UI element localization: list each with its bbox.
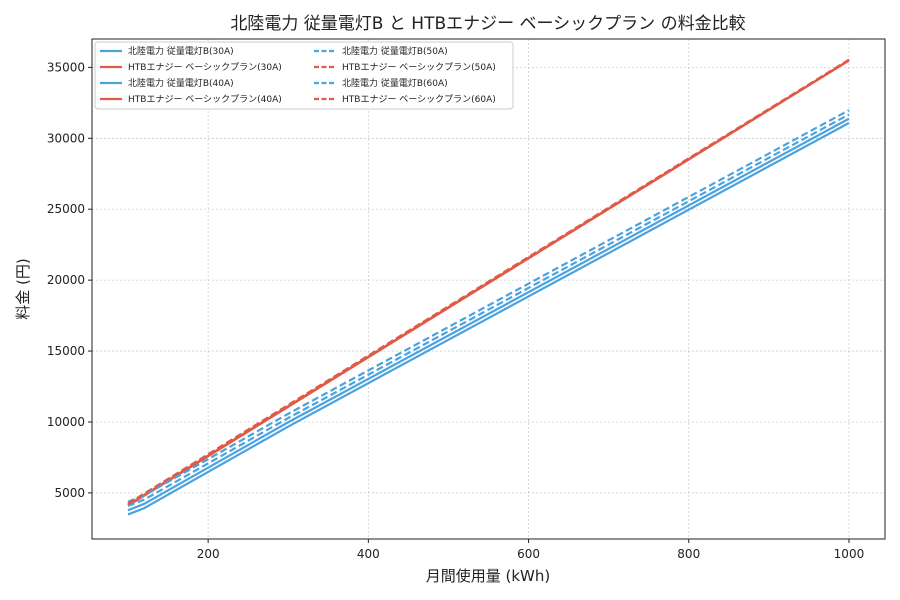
legend-label: 北陸電力 従量電灯B(50A): [342, 45, 448, 57]
series-line-8: [127, 58, 850, 505]
x-tick-label: 600: [517, 547, 540, 561]
x-tick-label: 400: [357, 547, 380, 561]
legend-label: HTBエナジー ベーシックプラン(50A): [342, 62, 496, 73]
series-line-7: [127, 109, 850, 503]
legend-label: HTBエナジー ベーシックプラン(40A): [128, 94, 282, 105]
x-tick-label: 800: [677, 547, 700, 561]
legend: 北陸電力 従量電灯B(30A) HTBエナジー ベーシックプラン(30A) 北陸電力…: [94, 41, 514, 110]
legend-items: 北陸電力 従量電灯B(30A) HTBエナジー ベーシックプラン(30A) 北陸電力…: [100, 45, 496, 105]
series-line-5: [127, 113, 850, 507]
legend-label: HTBエナジー ベーシックプラン(60A): [342, 94, 496, 105]
x-tick-label: 200: [197, 547, 220, 561]
x-tick-label: 1000: [834, 547, 865, 561]
y-tick-label: 10000: [47, 415, 85, 429]
y-axis-ticks: 5000 10000 15000 20000 25000 30000 35000: [47, 60, 92, 500]
x-axis-ticks: 200 400 600 800 1000: [197, 539, 865, 561]
chart-title: 北陸電力 従量電灯B と HTBエナジー ベーシックプラン の料金比較: [230, 14, 745, 34]
plot-frame: [91, 38, 886, 540]
legend-label: HTBエナジー ベーシックプラン(30A): [128, 62, 282, 73]
y-tick-label: 5000: [54, 486, 85, 500]
series-line-1: [127, 122, 850, 516]
y-tick-label: 20000: [47, 273, 85, 287]
y-tick-label: 30000: [47, 131, 85, 145]
legend-label: 北陸電力 従量電灯B(40A): [128, 77, 234, 89]
x-axis-label: 月間使用量 (kWh): [426, 567, 551, 585]
y-axis-label: 料金 (円): [14, 258, 32, 319]
legend-label: 北陸電力 従量電灯B(30A): [128, 45, 234, 57]
grid-lines: [92, 39, 885, 539]
y-tick-label: 25000: [47, 202, 85, 216]
y-tick-label: 35000: [47, 60, 85, 74]
legend-label: 北陸電力 従量電灯B(60A): [342, 77, 448, 89]
y-tick-label: 15000: [47, 344, 85, 358]
legend-box: [94, 41, 514, 110]
series-line-3: [127, 117, 850, 512]
series-layer: [127, 58, 850, 516]
